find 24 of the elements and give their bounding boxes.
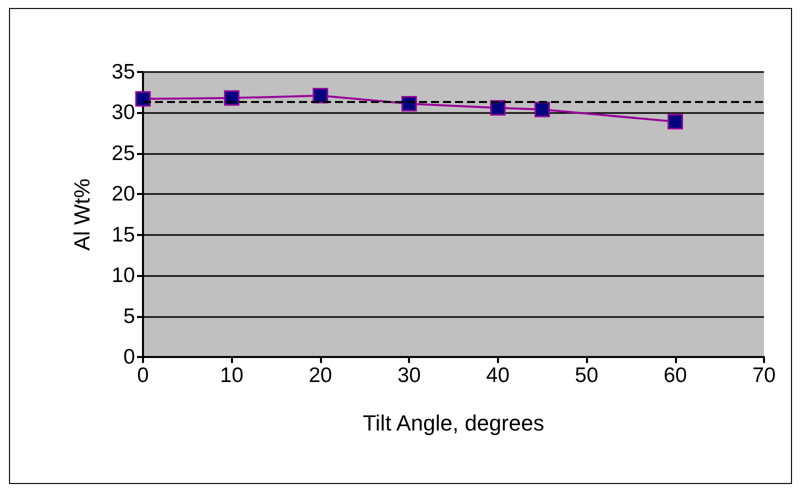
y-tick-label: 0 xyxy=(123,346,135,368)
y-tick-label: 25 xyxy=(112,142,135,165)
x-tick-label: 60 xyxy=(664,364,687,387)
y-tick-label: 30 xyxy=(112,101,135,124)
point xyxy=(668,114,684,130)
y-tick-label: 10 xyxy=(112,264,135,288)
point xyxy=(534,102,550,118)
x-tick-label: 20 xyxy=(308,364,332,387)
x-tick-label: 40 xyxy=(486,364,510,387)
x-axis-title: Tilt Angle, degrees xyxy=(362,410,544,436)
x-tick-label: 30 xyxy=(397,364,421,387)
point xyxy=(135,91,151,107)
point xyxy=(312,88,328,104)
point xyxy=(401,96,417,112)
y-tick-label: 35 xyxy=(112,60,135,84)
x-tick-label: 50 xyxy=(574,364,598,387)
y-tick-label: 15 xyxy=(112,223,135,246)
y-tick-label: 20 xyxy=(112,182,135,206)
x-tick-label: 0 xyxy=(137,364,149,387)
y-axis-title: Al Wt% xyxy=(70,178,94,251)
x-tick-label: 10 xyxy=(220,364,244,387)
point xyxy=(224,90,240,106)
x-tick-label: 70 xyxy=(752,364,776,387)
y-tick-label: 5 xyxy=(123,304,135,328)
